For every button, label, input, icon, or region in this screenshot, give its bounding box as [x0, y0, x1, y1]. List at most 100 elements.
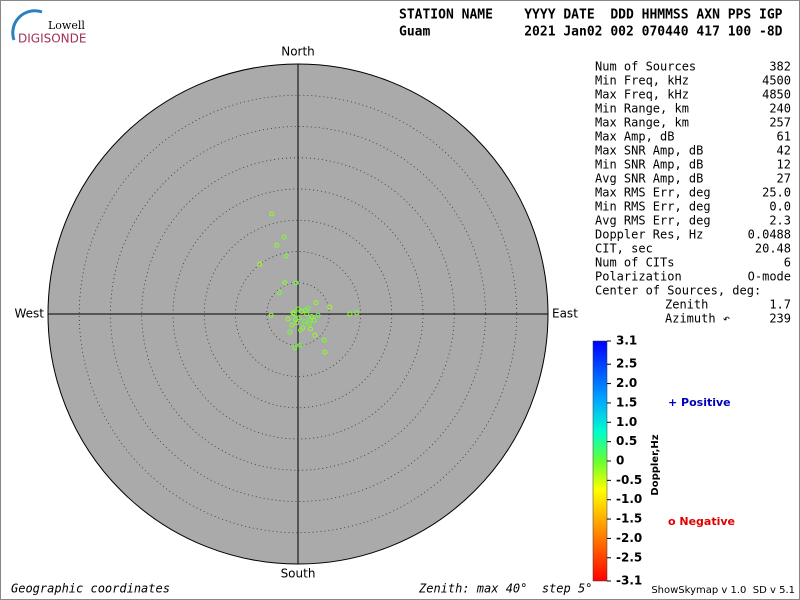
header-labels: STATION NAME YYYY DATE DDD HHMMSS AXN PP… [399, 8, 783, 23]
stat-value: 12 [777, 158, 791, 172]
stat-value: 0.0488 [748, 228, 791, 242]
source-point [298, 327, 303, 333]
stat-value: 382 [769, 60, 791, 74]
stat-value: 0.0 [769, 200, 791, 214]
stat-label: Doppler Res, Hz [595, 228, 703, 242]
source-point [274, 242, 280, 248]
stat-value: 2.3 [769, 214, 791, 228]
colorbar [592, 340, 608, 582]
source-point [300, 325, 306, 331]
stat-label: Max Amp, dB [595, 130, 674, 144]
south-label: South [281, 567, 316, 581]
logo-line1: Lowell [48, 19, 85, 32]
source-point [354, 310, 360, 316]
colorbar-tick-label: 3.1 [616, 334, 637, 348]
colorbar-tick-label: -1.5 [616, 512, 642, 526]
source-point [309, 314, 315, 319]
stat-label: Max RMS Err, deg [595, 186, 711, 200]
stat-label: Num of CITs [595, 256, 674, 270]
colorbar-tick-label: 0.5 [616, 434, 637, 448]
source-point [289, 322, 295, 328]
colorbar-tick-label: -2.5 [616, 550, 642, 564]
source-point [290, 310, 296, 316]
source-point [268, 312, 274, 318]
colorbar-tick-label: -2.0 [616, 531, 642, 545]
footer-left: Geographic coordinates [11, 582, 170, 596]
source-point [311, 317, 317, 323]
source-point [292, 345, 298, 351]
stat-label: Min SNR Amp, dB [595, 158, 703, 172]
stat-value: 257 [769, 116, 791, 130]
colorbar-tick-label: 2.0 [616, 376, 637, 390]
stat-label: Min Range, km [595, 102, 689, 116]
source-point [287, 329, 293, 335]
skymap-plot [47, 63, 549, 565]
stat-label: Min Freq, kHz [595, 74, 689, 88]
stat-value: 25.0 [762, 186, 791, 200]
source-point [293, 280, 299, 286]
source-point [283, 253, 289, 259]
stats-panel: Num of Sources 382 Min Freq, kHz 4500 Max Fr… [595, 60, 791, 326]
source-point [315, 312, 321, 318]
center-value: 1.7 [769, 298, 791, 312]
stat-label: Max Freq, kHz [595, 88, 689, 102]
source-point [306, 321, 312, 327]
stat-label: Polarization [595, 270, 682, 284]
stat-label: Avg SNR Amp, dB [595, 172, 703, 186]
footer-right: ShowSkymap v 1.0 SD v 5.1 [651, 585, 795, 596]
source-point [305, 305, 311, 311]
source-point [282, 280, 288, 286]
source-point [321, 337, 327, 343]
source-point [294, 320, 300, 326]
stat-value: 20.48 [755, 242, 791, 256]
stat-label: Avg RMS Err, deg [595, 214, 711, 228]
colorbar-tick-label: -3.1 [616, 574, 642, 588]
source-point [281, 234, 287, 240]
source-point [301, 319, 307, 324]
stat-value: 4500 [762, 74, 791, 88]
colorbar-tick-label: 2.5 [616, 357, 637, 371]
source-point [291, 311, 297, 317]
source-point [308, 326, 313, 332]
colorbar-tick-label: 0 [616, 454, 624, 468]
colorbar-tick-label: -1.0 [616, 492, 642, 506]
source-point [327, 304, 333, 310]
footer-center: Zenith: max 40° step 5° [418, 582, 592, 596]
center-title: Center of Sources, deg: [595, 284, 761, 298]
source-point [285, 316, 291, 322]
west-label: West [14, 307, 44, 321]
stat-value: 42 [777, 144, 791, 158]
north-label: North [281, 45, 315, 59]
header-values: Guam 2021 Jan02 002 070440 417 100 -8D [399, 25, 783, 40]
source-point [347, 311, 353, 317]
colorbar-tick-label: 1.5 [616, 395, 637, 409]
source-point [312, 332, 318, 338]
logo-arc [11, 9, 43, 41]
source-point [313, 300, 319, 306]
stat-label: Max Range, km [595, 116, 689, 130]
colorbar-ticks: 3.1 2.5 2.0 1.5 1.0 0.5 0 -0.5 -1.0 -1.5 -2.0 -2.5 -… [607, 334, 642, 588]
center-value: 239 [769, 312, 791, 326]
stat-value: 27 [777, 172, 791, 186]
stat-label: Max SNR Amp, dB [595, 144, 703, 158]
legend-positive: + Positive [668, 396, 731, 409]
colorbar-title: Doppler,Hz [650, 434, 661, 495]
stat-value: 4850 [762, 88, 791, 102]
source-point [276, 290, 282, 296]
stat-label: Num of Sources [595, 60, 696, 74]
source-point [269, 211, 275, 217]
source-point [322, 349, 328, 355]
stat-label: Min RMS Err, deg [595, 200, 711, 214]
stat-value: 240 [769, 102, 791, 116]
colorbar-tick-label: 1.0 [616, 415, 637, 429]
stat-value: O-mode [748, 270, 791, 284]
stat-value: 6 [784, 256, 791, 270]
source-point [295, 306, 301, 312]
legend-negative: o Negative [668, 515, 735, 528]
logo-line2: DIGISONDE [18, 32, 86, 46]
center-label: Azimuth ↶ [665, 312, 730, 326]
center-label: Zenith [665, 298, 708, 312]
stat-value: 61 [777, 130, 791, 144]
colorbar-tick-label: -0.5 [616, 473, 642, 487]
